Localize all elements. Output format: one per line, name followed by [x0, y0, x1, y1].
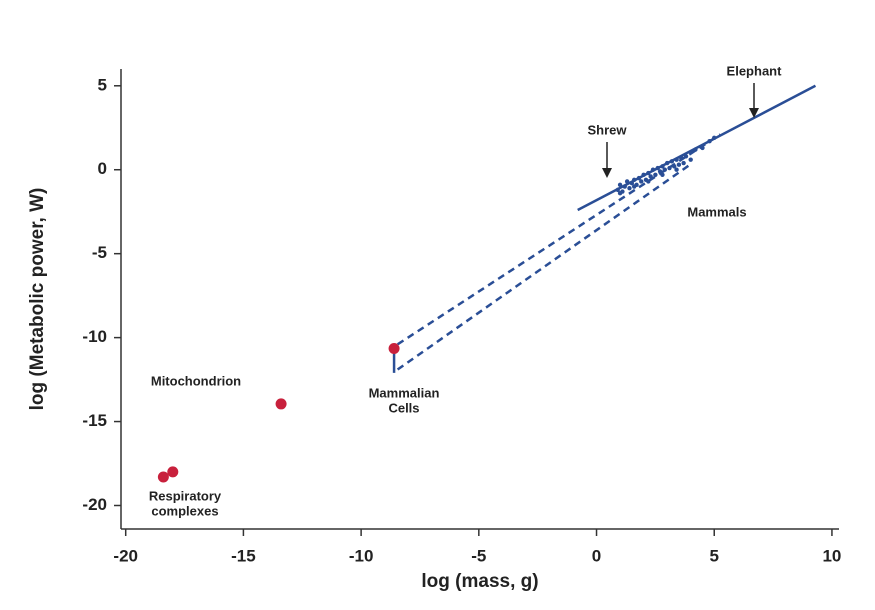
- y-tick-label: 5: [98, 75, 107, 94]
- data-point: [672, 164, 677, 169]
- data-point: [648, 174, 653, 179]
- data-point: [624, 179, 630, 184]
- x-tick-label: 0: [592, 546, 601, 565]
- data-point: [631, 177, 637, 183]
- x-tick-label: 10: [822, 546, 841, 565]
- y-tick-label: 0: [98, 159, 107, 178]
- annotation: Mammals: [687, 204, 746, 219]
- data-point: [646, 170, 651, 176]
- annotation: Mammalian: [369, 385, 440, 400]
- annotation: complexes: [151, 503, 218, 518]
- data-point: [639, 179, 644, 184]
- data-point: [617, 191, 623, 196]
- annotation: Mitochondrion: [151, 373, 241, 388]
- data-point: [653, 172, 658, 177]
- annotation: Elephant: [727, 63, 783, 78]
- data-point: [667, 165, 672, 171]
- line: [396, 163, 691, 371]
- data-point: [650, 167, 656, 172]
- data-point: [700, 145, 705, 151]
- data-point: [636, 175, 642, 181]
- data-point: [655, 165, 660, 171]
- data-point: [627, 185, 632, 191]
- y-tick-label: -15: [82, 411, 107, 430]
- data-point: [657, 169, 663, 174]
- y-tick-label: -5: [92, 243, 107, 262]
- x-tick-label: -20: [113, 546, 138, 565]
- x-axis-title: log (mass, g): [421, 571, 538, 592]
- data-point: [712, 135, 717, 141]
- data-point: [679, 155, 684, 161]
- arrow-head: [749, 108, 759, 118]
- x-tick-label: -15: [231, 546, 256, 565]
- annotation: Cells: [388, 400, 419, 415]
- y-axis-title: log (Metabolic power, W): [27, 188, 48, 411]
- line: [396, 133, 721, 346]
- data-point: [669, 159, 675, 164]
- data-point: [622, 184, 627, 189]
- annotation: Respiratory: [149, 488, 222, 503]
- data-point: [631, 184, 637, 189]
- data-point: [674, 167, 679, 172]
- data-point: [707, 138, 712, 144]
- data-point: [674, 157, 679, 162]
- data-point: [615, 187, 620, 193]
- data-point: [681, 160, 686, 166]
- data-point: [167, 466, 179, 478]
- data-point: [388, 343, 400, 355]
- x-tick-label: 5: [709, 546, 718, 565]
- data-point: [664, 160, 670, 166]
- data-point: [660, 164, 665, 169]
- data-point: [646, 179, 651, 184]
- data-point: [660, 172, 665, 177]
- data-point: [617, 182, 623, 188]
- x-tick-label: -10: [349, 546, 374, 565]
- data-point: [157, 471, 169, 483]
- data-point: [275, 398, 287, 410]
- y-tick-label: -10: [82, 327, 107, 346]
- data-point: [683, 154, 689, 159]
- data-point: [688, 157, 693, 162]
- data-point: [662, 167, 667, 172]
- x-tick-label: -5: [471, 546, 486, 565]
- arrow-head: [602, 168, 612, 178]
- data-point: [693, 147, 698, 152]
- data-point: [629, 180, 635, 186]
- data-point: [641, 172, 646, 177]
- y-tick-label: -20: [82, 495, 107, 514]
- data-point: [676, 162, 682, 167]
- annotation: Shrew: [587, 122, 627, 137]
